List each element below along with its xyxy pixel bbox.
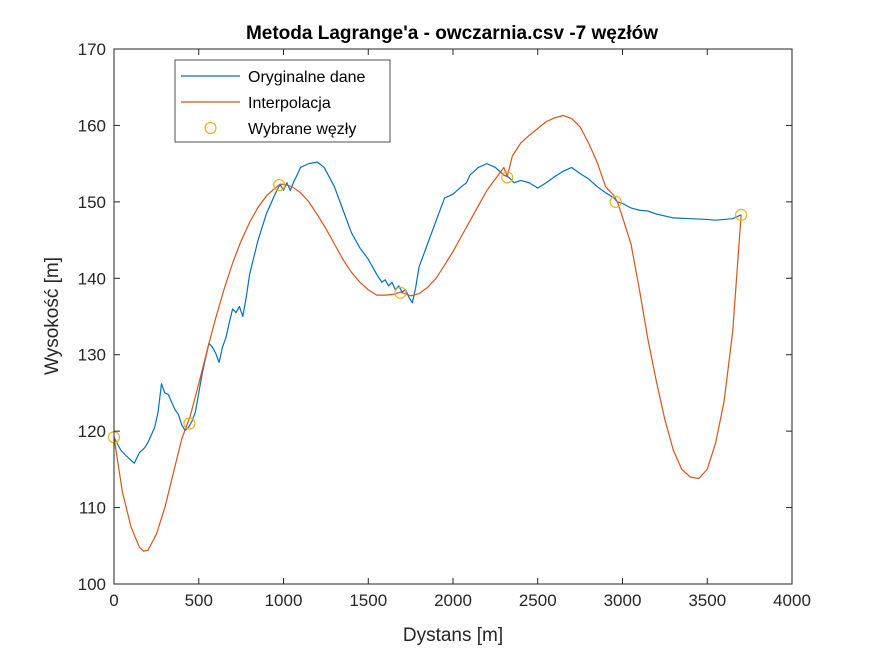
x-tick-label: 3500 <box>688 591 726 610</box>
node-marker <box>183 417 196 430</box>
y-tick-label: 170 <box>78 40 106 59</box>
legend-box <box>174 59 391 143</box>
series-line-interpolation <box>114 114 742 552</box>
x-tick-label: 4000 <box>773 591 811 610</box>
y-tick-label: 110 <box>79 499 106 518</box>
x-tick-label: 1000 <box>265 591 303 610</box>
x-tick-label: 2500 <box>519 591 557 610</box>
marker-layer <box>107 171 748 444</box>
y-tick-label: 100 <box>78 575 106 594</box>
x-tick-label: 500 <box>185 591 213 610</box>
node-marker <box>609 195 622 208</box>
chart-title: Metoda Lagrange'a - owczarnia.csv -7 węz… <box>246 23 658 44</box>
legend-entry-original: Oryginalne dane <box>248 69 366 86</box>
legend-swatch-nodes <box>204 121 217 135</box>
y-tick-label: 130 <box>78 346 106 365</box>
legend-entry-nodes: Wybrane węzły <box>248 121 356 138</box>
y-axis: 100 110 120 130 140 150 160 170 <box>78 40 792 594</box>
y-axis-label: Wysokość [m] <box>42 257 63 375</box>
y-tick-label: 140 <box>78 269 106 288</box>
node-marker <box>394 286 407 299</box>
y-tick-label: 160 <box>78 116 106 135</box>
y-tick-label: 120 <box>78 422 106 441</box>
y-tick-label: 150 <box>78 193 106 212</box>
node-marker <box>273 178 286 192</box>
node-marker <box>501 171 514 184</box>
x-tick-label: 2000 <box>434 591 472 610</box>
legend-entry-interpolation: Interpolacja <box>248 95 331 112</box>
x-tick-label: 0 <box>109 591 118 610</box>
x-tick-label: 3000 <box>604 591 642 610</box>
x-tick-label: 1500 <box>349 591 387 610</box>
x-axis: 0 500 1000 1500 2000 2500 3000 3500 4000 <box>109 49 811 610</box>
legend: Oryginalne dane Interpolacja Wybrane węz… <box>174 59 391 143</box>
x-axis-label: Dystans [m] <box>403 625 503 646</box>
node-marker <box>735 208 748 221</box>
